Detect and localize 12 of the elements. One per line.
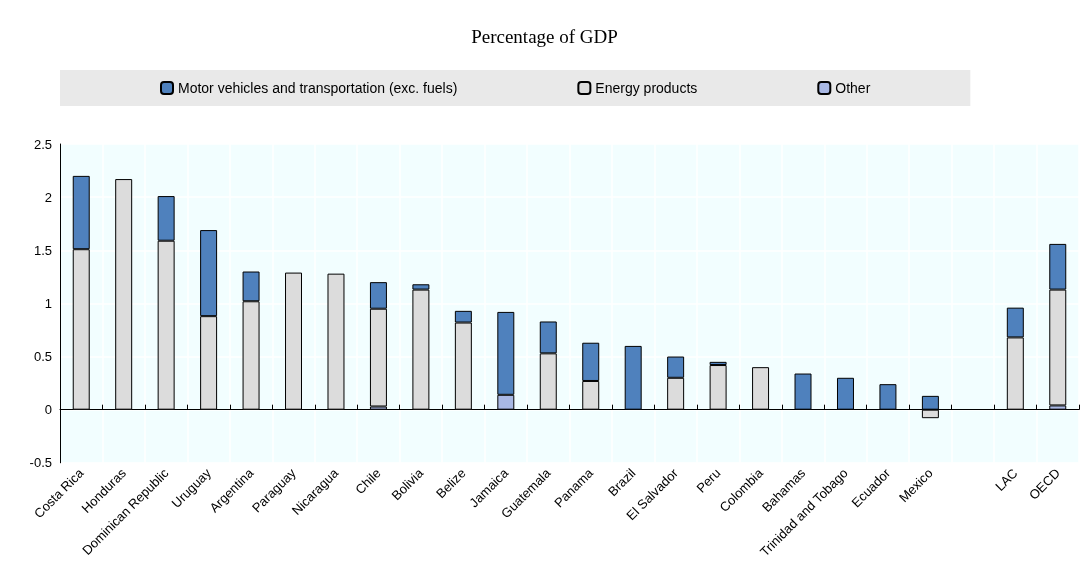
legend-label: Motor vehicles and transportation (exc. fuels) [178,80,458,96]
y-tick-label: 2.5 [33,136,52,152]
legend-label: Energy products [595,80,698,96]
y-tick-label: 2 [44,189,52,205]
legend-label: Other [835,80,871,96]
y-tick-label: 1.5 [33,242,52,258]
y-tick-label: 0.5 [33,349,52,365]
y-tick-label: -0.5 [29,455,52,471]
y-tick-label: 1 [44,295,52,311]
x-tick-label: LAC [992,465,1021,494]
chart-title: Percentage of GDP [471,26,618,47]
y-tick-label: 0 [44,402,52,418]
